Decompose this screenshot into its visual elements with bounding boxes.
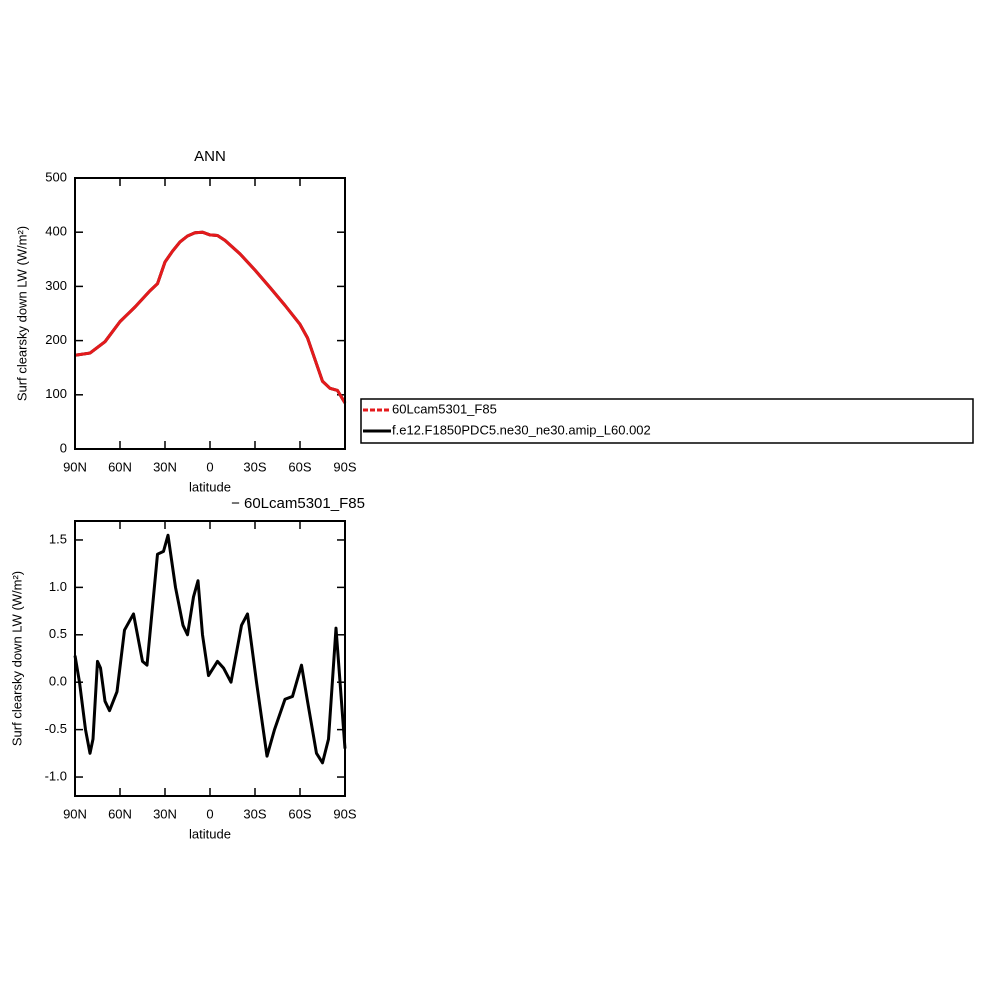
x-tick-label: 0	[206, 459, 213, 474]
y-tick-label: 0.0	[49, 674, 67, 689]
line-series	[74, 230, 347, 404]
x-tick-label: 60S	[288, 806, 311, 821]
x-tick-label: 30S	[243, 459, 266, 474]
line-series	[74, 230, 347, 404]
y-tick-label: 0.5	[49, 626, 67, 641]
y-tick-label: 1.0	[49, 579, 67, 594]
line-series	[73, 533, 347, 765]
y-axis-label: Surf clearsky down LW (W/m²)	[14, 226, 29, 401]
y-tick-label: 500	[45, 169, 67, 184]
chart-title: − 60Lcam5301_F85	[231, 495, 365, 512]
x-tick-label: 30N	[153, 806, 177, 821]
x-tick-label: 60N	[108, 459, 132, 474]
y-tick-label: -1.0	[45, 768, 67, 783]
y-tick-label: 400	[45, 224, 67, 239]
chart-title: ANN	[194, 148, 226, 165]
x-tick-label: 90N	[63, 806, 87, 821]
plot-frame	[74, 177, 346, 450]
y-tick-label: 200	[45, 332, 67, 347]
x-tick-label: 30S	[243, 806, 266, 821]
y-tick-label: -0.5	[45, 721, 67, 736]
x-tick-label: 90S	[333, 459, 356, 474]
y-tick-label: 1.5	[49, 531, 67, 546]
x-tick-label: 60S	[288, 459, 311, 474]
plot-frame	[74, 520, 346, 797]
legend-box	[360, 398, 974, 444]
x-tick-label: 30N	[153, 459, 177, 474]
y-tick-label: 100	[45, 386, 67, 401]
x-tick-label: 0	[206, 806, 213, 821]
x-axis-label: latitude	[189, 826, 231, 841]
y-tick-label: 0	[60, 440, 67, 455]
x-tick-label: 90N	[63, 459, 87, 474]
x-axis-label: latitude	[189, 479, 231, 494]
x-tick-label: 60N	[108, 806, 132, 821]
y-axis-label: Surf clearsky down LW (W/m²)	[9, 571, 24, 746]
legend-label: 60Lcam5301_F85	[392, 401, 497, 416]
legend-label: f.e12.F1850PDC5.ne30_ne30.amip_L60.002	[392, 422, 651, 437]
y-tick-label: 300	[45, 278, 67, 293]
x-tick-label: 90S	[333, 806, 356, 821]
